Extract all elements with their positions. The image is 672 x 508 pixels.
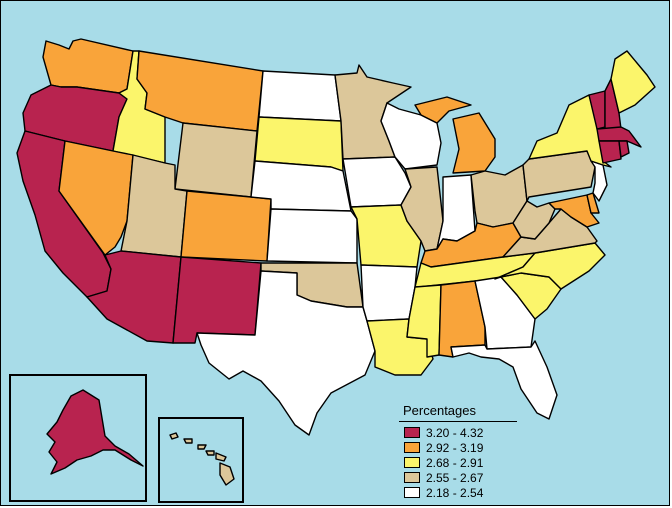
legend-item: 2.92 - 3.19 <box>399 440 517 455</box>
legend-item: 2.55 - 2.67 <box>399 470 517 485</box>
legend-label: 2.18 - 2.54 <box>426 485 484 500</box>
state-CO <box>180 190 272 262</box>
state-WY <box>174 122 258 198</box>
state-WI <box>380 102 442 170</box>
state-WA <box>42 38 134 94</box>
state-NV <box>58 140 134 256</box>
state-HI <box>169 432 235 486</box>
legend-swatch <box>404 487 420 498</box>
state-NC <box>494 242 606 290</box>
state-TX <box>196 270 376 436</box>
legend-item: 2.18 - 2.54 <box>399 485 517 500</box>
legend-item: 3.20 - 4.32 <box>399 425 517 440</box>
legend-swatch <box>404 427 420 438</box>
state-ND <box>258 70 342 122</box>
state-AR <box>360 264 418 322</box>
legend-swatch <box>404 442 420 453</box>
legend-label: 2.55 - 2.67 <box>426 470 484 485</box>
alaska-map <box>46 389 144 475</box>
legend-item: 2.68 - 2.91 <box>399 455 517 470</box>
legend-label: 3.20 - 4.32 <box>426 425 484 440</box>
state-ME <box>610 50 656 114</box>
state-IL <box>400 166 444 252</box>
legend: Percentages 3.20 - 4.32 2.92 - 3.19 2.68 -… <box>399 403 517 500</box>
legend-title: Percentages <box>399 403 517 422</box>
state-DE <box>586 192 600 214</box>
hawaii-inset <box>158 417 244 503</box>
alaska-inset <box>9 374 147 502</box>
state-CT <box>598 140 622 164</box>
state-MI <box>414 96 496 174</box>
state-NH <box>604 78 622 130</box>
state-FL <box>450 340 558 420</box>
legend-swatch <box>404 472 420 483</box>
legend-label: 2.68 - 2.91 <box>426 455 484 470</box>
state-NJ <box>590 160 608 202</box>
state-KS <box>266 208 358 264</box>
legend-swatch <box>404 457 420 468</box>
legend-items: 3.20 - 4.32 2.92 - 3.19 2.68 - 2.91 2.55 - … <box>399 425 517 500</box>
state-AK <box>46 389 144 475</box>
legend-label: 2.92 - 3.19 <box>426 440 484 455</box>
state-RI <box>618 140 630 158</box>
hawaii-map <box>169 432 235 486</box>
state-NM <box>172 256 262 344</box>
